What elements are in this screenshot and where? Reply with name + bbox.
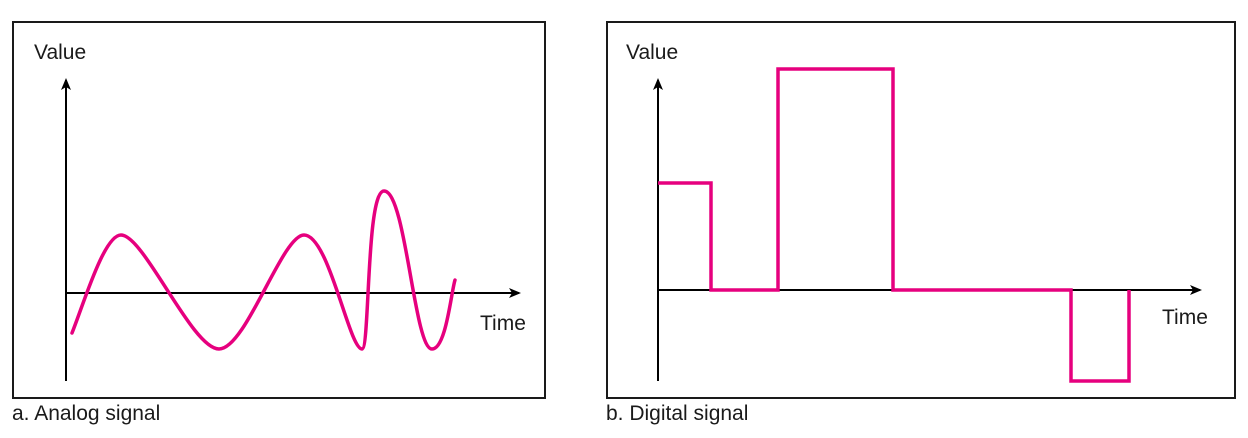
digital-signal-caption: b. Digital signal [606,402,749,425]
time-axis-label: Time [480,312,526,335]
analog-signal-diagram: Value Time [34,41,526,381]
analog-signal-panel: Value Time [12,21,546,399]
time-axis-label: Time [1162,306,1208,329]
digital-signal-panel: Value Time [606,21,1236,399]
analog-signal-curve [70,189,457,351]
value-axis-label: Value [626,41,678,64]
digital-signal-diagram: Value Time [626,41,1208,383]
analog-signal-caption: a. Analog signal [12,402,161,425]
digital-signal-waveform [658,67,1131,383]
value-axis-label: Value [34,41,86,64]
